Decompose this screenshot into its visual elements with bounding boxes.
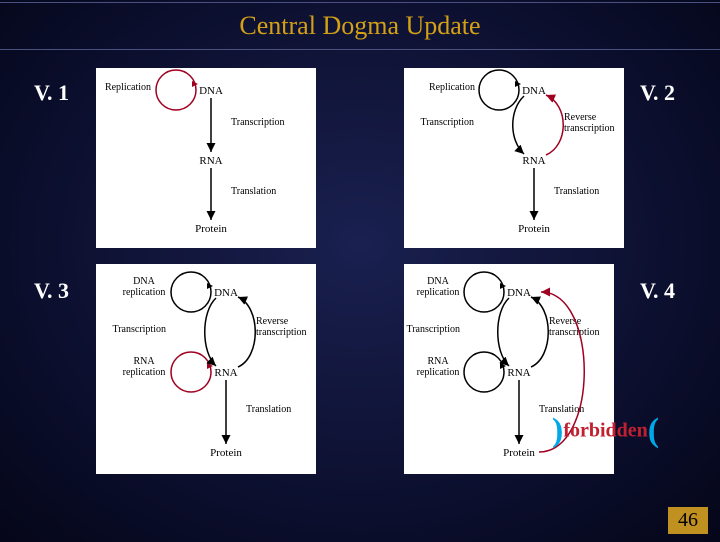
svg-text:transcription: transcription [564,123,615,134]
svg-text:Transcription: Transcription [406,324,460,335]
svg-text:Translation: Translation [554,186,599,197]
diagram-v3: DNAreplicationRNAreplicationTranscriptio… [96,264,316,474]
forbidden-text: forbidden [563,420,647,442]
paren-left: ) [552,412,563,449]
svg-text:replication: replication [417,367,460,378]
page-number: 46 [668,507,708,534]
svg-text:RNA: RNA [133,356,155,367]
page-title: Central Dogma Update [239,11,480,41]
title-bar: Central Dogma Update [0,2,720,50]
svg-text:RNA: RNA [522,155,545,167]
label-v4: V. 4 [640,278,675,304]
svg-text:DNA: DNA [133,276,155,287]
label-v2: V. 2 [640,80,675,106]
forbidden-annotation: )forbidden( [552,412,659,450]
svg-text:Translation: Translation [246,404,291,415]
svg-text:Protein: Protein [210,447,242,459]
svg-text:DNA: DNA [427,276,449,287]
svg-text:RNA: RNA [199,155,222,167]
svg-text:DNA: DNA [214,287,238,299]
diagram-v1: Replication Transcription Translation DNA RN… [96,68,316,248]
svg-text:DNA: DNA [522,85,546,97]
svg-text:Transcription: Transcription [231,117,285,128]
svg-text:transcription: transcription [256,327,307,338]
svg-text:Replication: Replication [429,82,475,93]
svg-text:Reverse: Reverse [564,112,597,123]
label-v3: V. 3 [34,278,69,304]
svg-text:Reverse: Reverse [256,316,289,327]
svg-text:Replication: Replication [105,82,151,93]
svg-text:Transcription: Transcription [420,117,474,128]
svg-text:replication: replication [123,287,166,298]
svg-text:replication: replication [417,287,460,298]
svg-text:Protein: Protein [503,447,535,459]
svg-text:Translation: Translation [231,186,276,197]
svg-text:transcription: transcription [549,327,600,338]
diagram-v2: Replication Transcription Reversetranscrip… [404,68,624,248]
svg-text:RNA: RNA [214,367,237,379]
svg-text:Transcription: Transcription [112,324,166,335]
paren-right: ( [648,412,659,449]
svg-text:DNA: DNA [199,85,223,97]
svg-text:RNA: RNA [427,356,449,367]
svg-text:RNA: RNA [507,367,530,379]
svg-text:Protein: Protein [195,223,227,235]
svg-text:replication: replication [123,367,166,378]
svg-text:Protein: Protein [518,223,550,235]
svg-text:DNA: DNA [507,287,531,299]
label-v1: V. 1 [34,80,69,106]
